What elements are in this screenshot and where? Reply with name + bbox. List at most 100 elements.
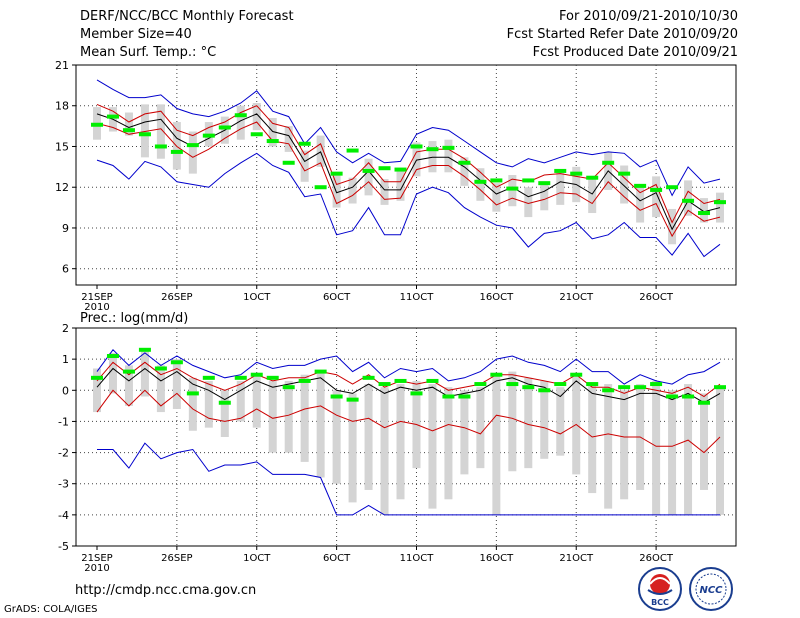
temp-observation-marker	[282, 160, 295, 165]
prec-ensemble-box	[332, 390, 341, 484]
ncc-logo: NCC	[689, 567, 733, 611]
temp-observation-marker	[442, 145, 455, 150]
variable-label: Mean Surf. Temp.: °C	[80, 45, 217, 60]
temp-ensemble-box	[492, 183, 501, 212]
prec-observation-marker	[298, 378, 311, 383]
temp-observation-marker	[586, 175, 599, 180]
temp-observation-marker	[186, 143, 199, 148]
prec-ensemble-box	[172, 359, 181, 409]
prec-ensemble-box	[684, 384, 693, 515]
prec-ensemble-box	[476, 387, 485, 469]
temp-xtick-label: 21OCT	[559, 292, 594, 303]
temp-ensemble-box	[284, 126, 293, 152]
header-right: For 2010/09/21-2010/10/30 Fcst Started R…	[507, 8, 738, 62]
prec-xtick-label: 26OCT	[639, 553, 674, 564]
prec-observation-marker	[202, 375, 215, 380]
prec-observation-marker	[378, 382, 391, 387]
prec-observation-marker	[362, 375, 375, 380]
prec-observation-marker	[522, 385, 535, 390]
prec-observation-marker	[138, 347, 151, 352]
forecast-started-date: Fcst Started Refer Date 2010/09/20	[506, 27, 738, 42]
prec-ensemble-box	[236, 380, 245, 422]
temp-ensemble-box	[700, 198, 709, 223]
prec-ytick-label: 2	[62, 322, 69, 335]
prec-xtick-label: 1OCT	[243, 553, 271, 564]
temp-ytick-label: 6	[62, 263, 69, 276]
ncc-logo-text: NCC	[699, 585, 723, 596]
temp-xtick-label: 6OCT	[323, 292, 351, 303]
bcc-logo-text: BCC	[651, 598, 669, 607]
temp-ensemble-box	[412, 142, 421, 177]
prec-observation-marker	[490, 372, 503, 377]
temp-observation-marker	[91, 122, 103, 127]
prec-xtick-label: 11OCT	[400, 553, 435, 564]
temp-ensemble-box	[668, 208, 677, 245]
temp-xtick-label: 26SEP	[161, 292, 192, 303]
prec-observation-marker	[122, 369, 135, 374]
temp-ensemble-box	[396, 170, 405, 201]
temp-ensemble-box	[252, 103, 261, 131]
chart-title: DERF/NCC/BCC Monthly Forecast	[80, 9, 294, 24]
prec-panel-title: Prec.: log(mm/d)	[80, 311, 188, 326]
prec-observation-marker	[618, 385, 631, 390]
prec-observation-marker	[410, 391, 423, 396]
temp-year-label: 2010	[84, 302, 109, 313]
prec-series-upper-red	[96, 361, 721, 398]
forecast-produced-date: Fcst Produced Date 2010/09/21	[532, 45, 738, 60]
temp-ensemble-box	[620, 165, 629, 204]
temp-observation-marker	[362, 168, 375, 173]
temp-observation-marker	[298, 141, 311, 146]
temp-ytick-label: 15	[55, 140, 69, 153]
prec-xtick-label: 6OCT	[323, 553, 351, 564]
prec-ensemble-box	[93, 368, 101, 413]
temp-observation-marker	[474, 179, 487, 184]
prec-ytick-label: 1	[62, 353, 69, 366]
prec-ensemble-box	[204, 380, 213, 428]
prec-observation-marker	[250, 372, 263, 377]
prec-ytick-label: -4	[58, 509, 69, 522]
prec-observation-marker	[154, 366, 167, 371]
temp-ensemble-box	[508, 175, 517, 207]
temp-observation-marker	[650, 187, 663, 192]
temp-ensemble-box	[556, 170, 565, 205]
prec-observation-marker	[458, 394, 471, 399]
temp-observation-marker	[346, 148, 359, 153]
temp-observation-marker	[634, 183, 647, 188]
prec-observation-marker	[506, 382, 519, 387]
prec-observation-marker	[538, 388, 551, 393]
prec-ytick-label: 0	[62, 384, 69, 397]
temp-observation-marker	[682, 198, 695, 203]
temp-ensemble-box	[156, 104, 165, 159]
temp-ensemble-box	[268, 117, 277, 147]
temp-ensemble-box	[300, 150, 309, 182]
temp-ytick-label: 12	[55, 181, 69, 194]
temp-observation-marker	[698, 211, 711, 216]
prec-ensemble-box	[108, 352, 117, 394]
temp-xtick-label: 26OCT	[639, 292, 674, 303]
logos: BCC NCC	[638, 567, 733, 611]
temp-ytick-label: 9	[62, 222, 69, 235]
prec-ensemble-box	[364, 384, 373, 490]
prec-observation-marker	[714, 385, 726, 390]
temp-observation-marker	[138, 132, 151, 137]
temp-observation-marker	[154, 144, 167, 149]
prec-observation-marker	[266, 375, 279, 380]
temp-xtick-label: 11OCT	[400, 292, 435, 303]
prec-ensemble-box	[652, 380, 661, 515]
grads-credit: GrADS: COLA/IGES	[4, 604, 98, 615]
prec-ensemble-box	[492, 374, 501, 515]
prec-year-label: 2010	[84, 563, 109, 574]
prec-ensemble-box	[620, 390, 629, 500]
temp-observation-marker	[106, 114, 119, 119]
prec-ensemble-box	[396, 384, 405, 500]
temp-ensemble-box	[716, 192, 724, 223]
prec-observation-marker	[346, 397, 359, 402]
prec-observation-marker	[91, 375, 103, 380]
prec-ensemble-box	[316, 371, 325, 478]
prec-observation-marker	[650, 382, 663, 387]
header-left: DERF/NCC/BCC Monthly Forecast Member Siz…	[80, 8, 294, 62]
prec-ytick-label: -1	[58, 415, 69, 428]
temp-observation-marker	[618, 171, 631, 176]
prec-ensemble-box	[284, 380, 293, 453]
member-size: Member Size=40	[80, 27, 192, 42]
